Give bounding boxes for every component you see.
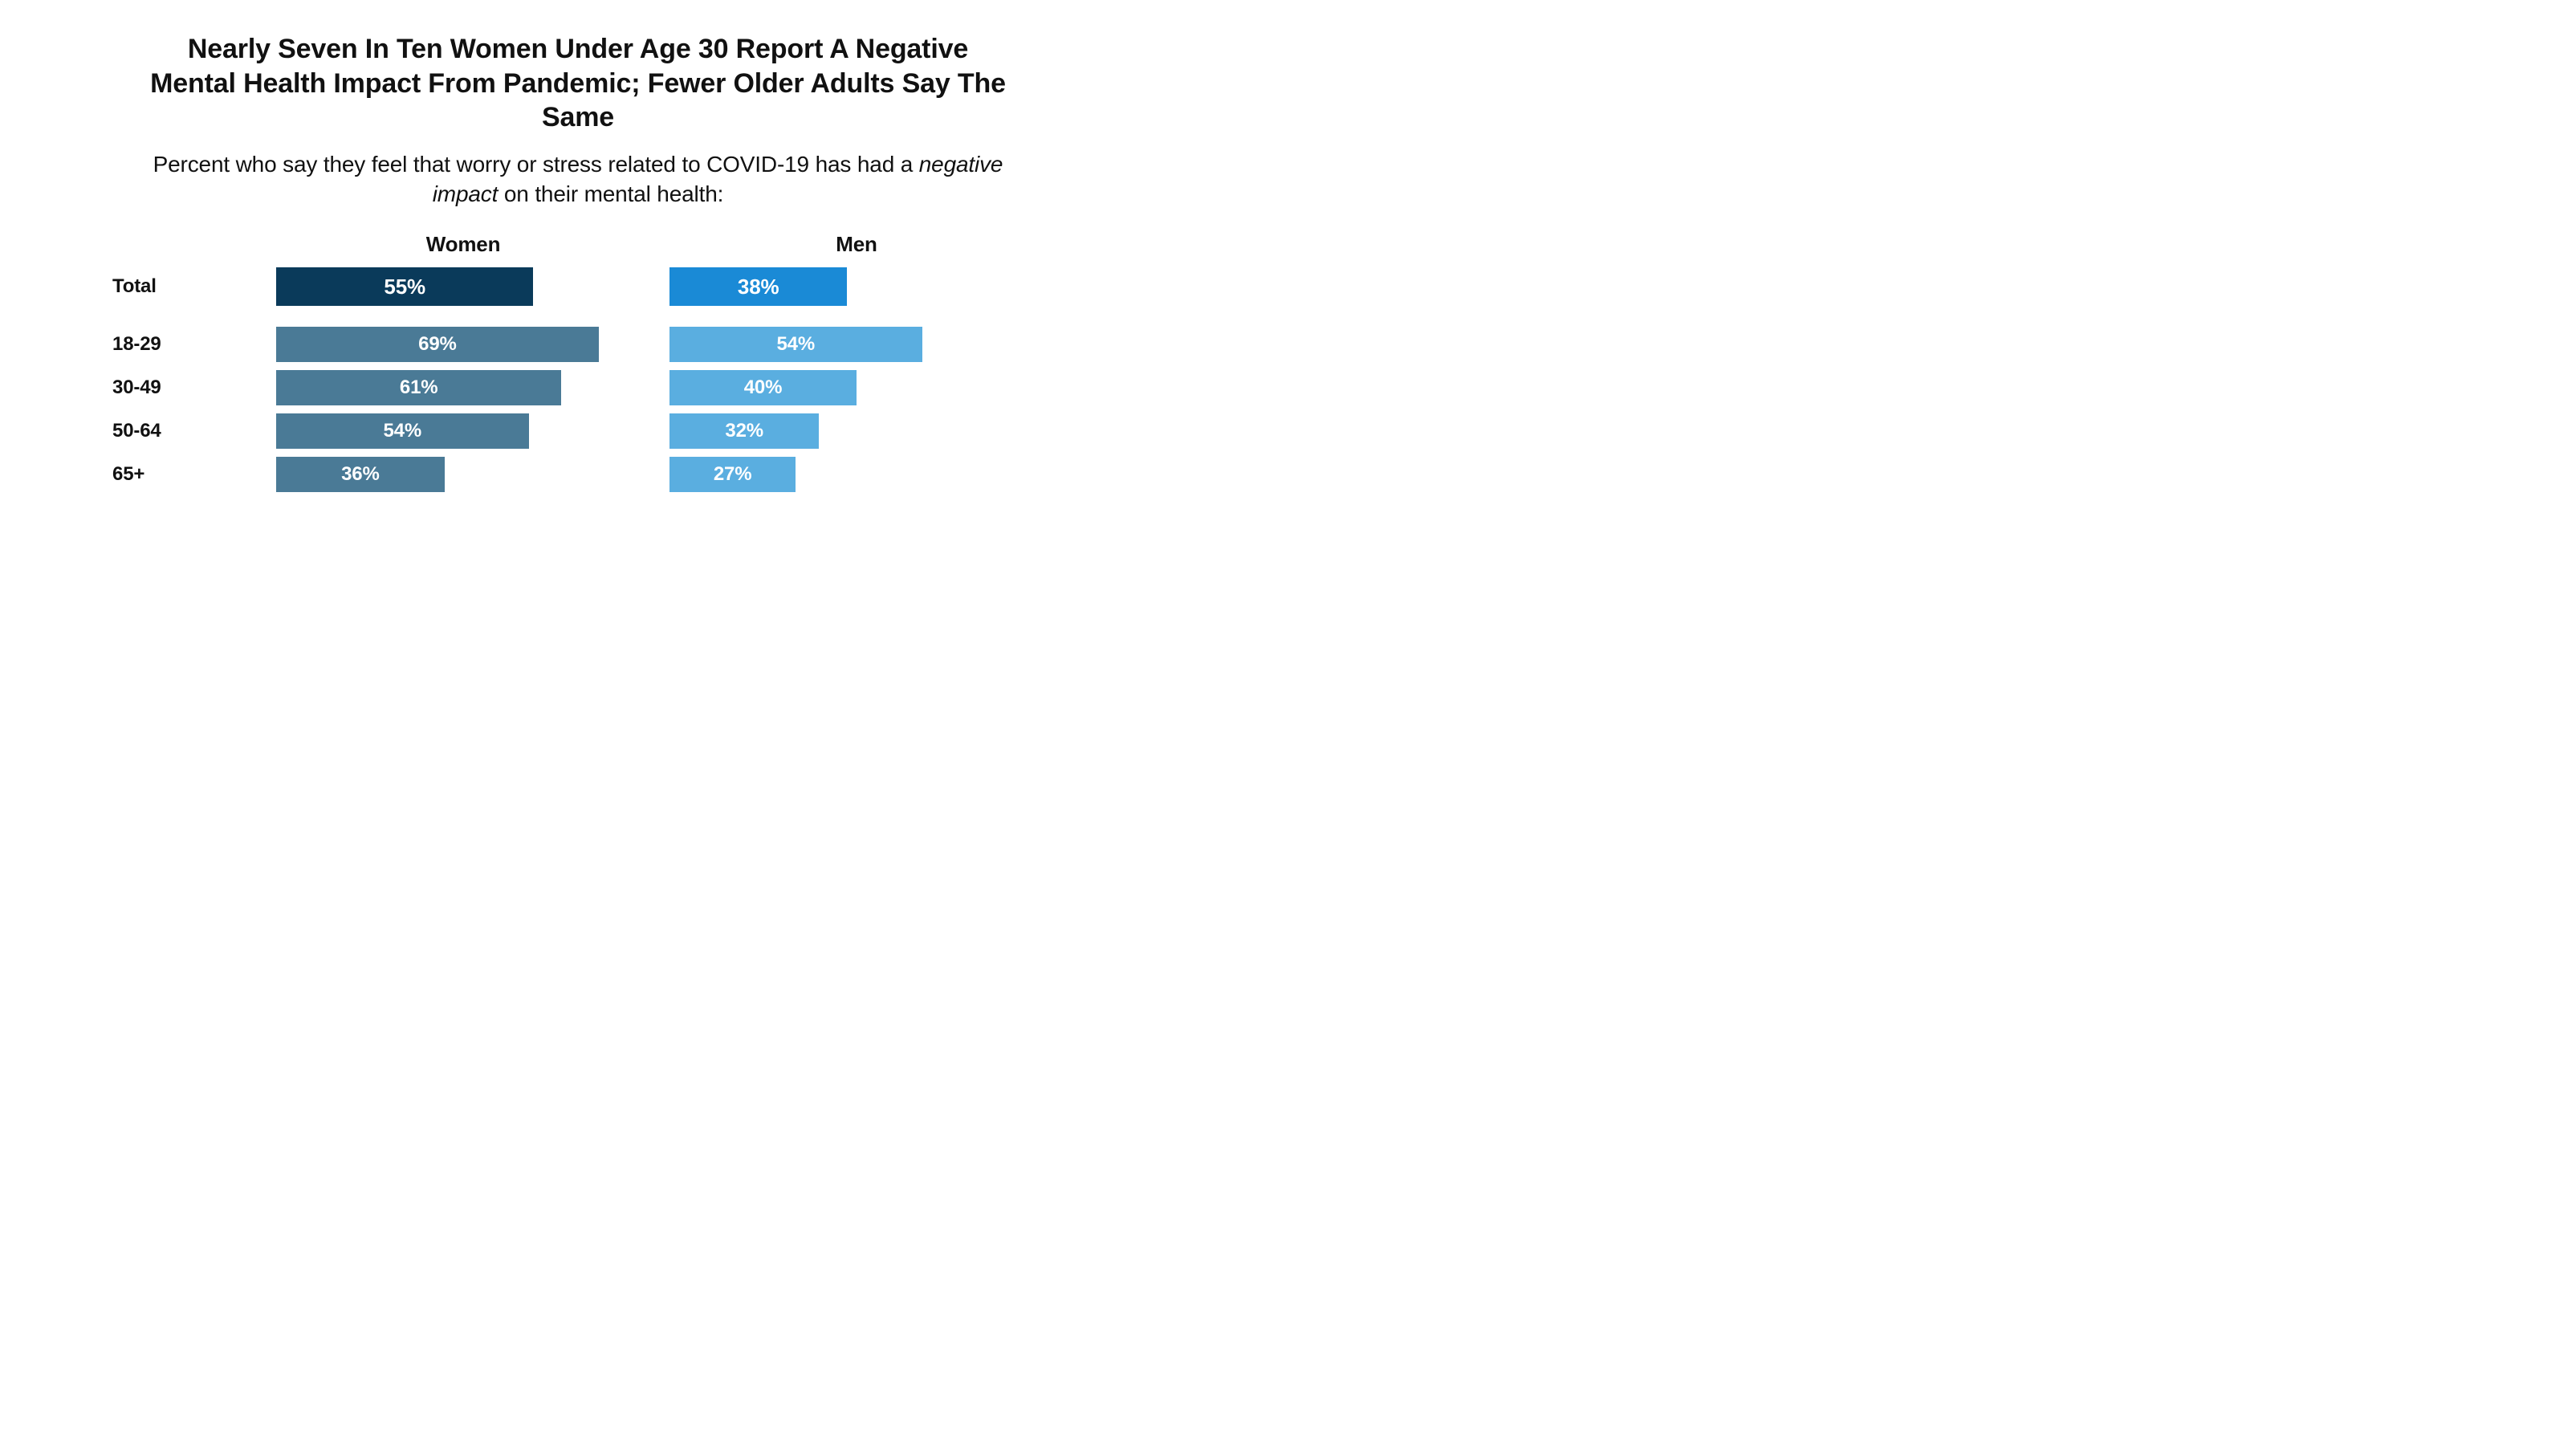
subtitle-post: on their mental health: [498, 181, 723, 206]
bar-men: 27% [669, 457, 796, 492]
row-label: 50-64 [112, 409, 257, 453]
bar-men: 54% [669, 327, 922, 362]
bar-women: 55% [276, 267, 533, 306]
bar-cell-women: 36% [276, 453, 650, 496]
bar-cell-women: 61% [276, 366, 650, 409]
row-label: 18-29 [112, 323, 257, 366]
bar-cell-men: 32% [669, 409, 1044, 453]
chart-subtitle: Percent who say they feel that worry or … [136, 149, 1019, 210]
row-label: Total [112, 263, 257, 310]
chart-title: Nearly Seven In Ten Women Under Age 30 R… [144, 32, 1011, 135]
column-header-women: Women [276, 232, 650, 263]
bar-cell-men: 40% [669, 366, 1044, 409]
bar-cell-women: 69% [276, 323, 650, 366]
bar-cell-women: 54% [276, 409, 650, 453]
row-label: 65+ [112, 453, 257, 496]
bar-cell-men: 27% [669, 453, 1044, 496]
bar-cell-men: 38% [669, 263, 1044, 310]
bar-cell-men: 54% [669, 323, 1044, 366]
bar-women: 61% [276, 370, 561, 405]
row-label: 30-49 [112, 366, 257, 409]
column-header-men: Men [669, 232, 1044, 263]
bar-cell-women: 55% [276, 263, 650, 310]
bar-men: 38% [669, 267, 847, 306]
subtitle-pre: Percent who say they feel that worry or … [153, 152, 919, 177]
bar-men: 40% [669, 370, 857, 405]
bar-men: 32% [669, 413, 819, 449]
bar-chart: Women Men Total 55% 38% 18-29 69% 54% 30-49 61%… [112, 232, 1044, 496]
bar-women: 54% [276, 413, 529, 449]
bar-women: 69% [276, 327, 599, 362]
bar-women: 36% [276, 457, 445, 492]
